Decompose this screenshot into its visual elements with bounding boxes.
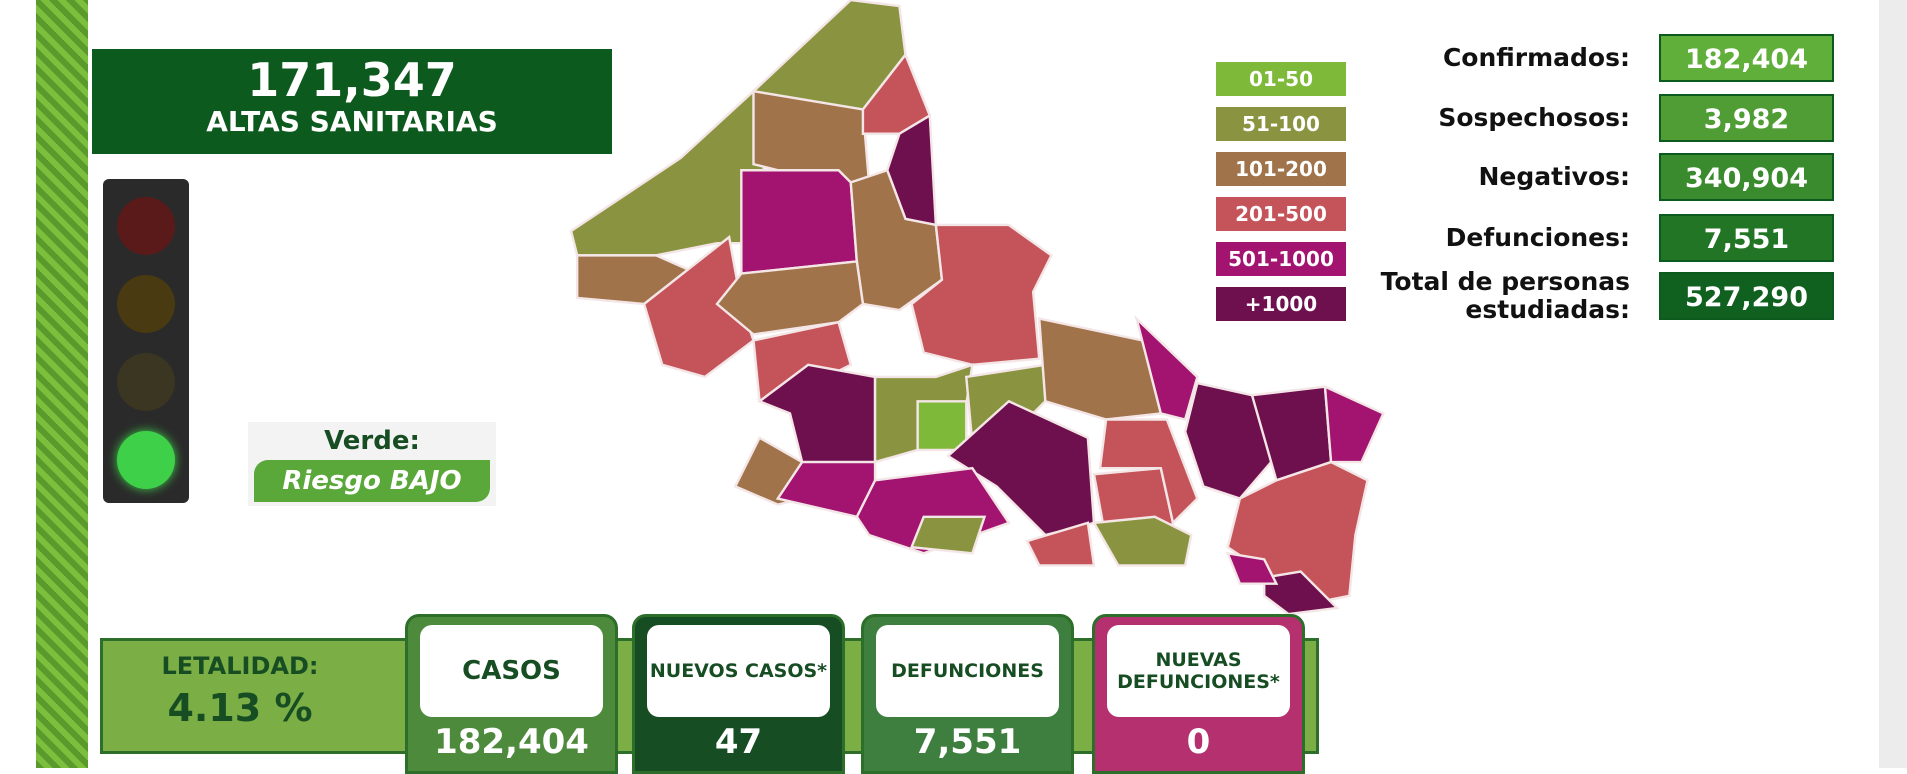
stat-value: 527,290: [1659, 272, 1834, 320]
stat-label: Defunciones:: [1445, 223, 1630, 252]
card-title: CASOS: [420, 625, 603, 717]
altas-label: ALTAS SANITARIAS: [206, 105, 498, 138]
lamp-red: [117, 197, 175, 255]
right-edge: [1879, 0, 1907, 768]
letalidad-value: 4.13 %: [167, 686, 313, 730]
stat-card: CASOS 182,404: [405, 614, 618, 774]
lamp-yellow: [117, 353, 175, 411]
stat-label: Total de personas estudiadas:: [1380, 267, 1630, 324]
legend-item: 01-50: [1216, 62, 1346, 96]
card-value: 7,551: [913, 722, 1022, 762]
altas-value: 171,347: [247, 53, 457, 107]
semaforo-title: Verde:: [324, 426, 420, 456]
card-title: DEFUNCIONES: [876, 625, 1059, 717]
lamp-green: [117, 431, 175, 489]
map: [569, 0, 1385, 616]
legend-item: 51-100: [1216, 107, 1346, 141]
stat-label: Sospechosos:: [1438, 103, 1630, 132]
stat-label: Confirmados:: [1442, 43, 1630, 72]
letalidad: LETALIDAD: 4.13 %: [120, 652, 360, 730]
card-value: 0: [1186, 722, 1211, 762]
card-value: 182,404: [434, 722, 589, 762]
letalidad-label: LETALIDAD:: [161, 652, 319, 680]
traffic-light: [103, 179, 189, 503]
lamp-amber: [117, 275, 175, 333]
stat-value: 7,551: [1659, 214, 1834, 262]
stat-card: DEFUNCIONES 7,551: [861, 614, 1074, 774]
stat-value: 182,404: [1659, 34, 1834, 82]
stat-value: 3,982: [1659, 94, 1834, 142]
stat-value: 340,904: [1659, 153, 1834, 201]
stat-card: NUEVOS CASOS* 47: [632, 614, 845, 774]
legend-item: 501-1000: [1216, 242, 1346, 276]
legend-item: +1000: [1216, 287, 1346, 321]
legend-item: 101-200: [1216, 152, 1346, 186]
card-title: NUEVOS CASOS*: [647, 625, 830, 717]
legend-item: 201-500: [1216, 197, 1346, 231]
card-value: 47: [714, 722, 763, 762]
card-title: NUEVAS DEFUNCIONES*: [1107, 625, 1290, 717]
semaforo-risk: Riesgo BAJO: [254, 460, 490, 502]
side-stripe: [36, 0, 88, 768]
altas-box: 171,347 ALTAS SANITARIAS: [92, 49, 612, 154]
semaforo-box: Verde: Riesgo BAJO: [248, 422, 496, 506]
stat-card: NUEVAS DEFUNCIONES* 0: [1092, 614, 1305, 774]
stat-label: Negativos:: [1478, 162, 1630, 191]
